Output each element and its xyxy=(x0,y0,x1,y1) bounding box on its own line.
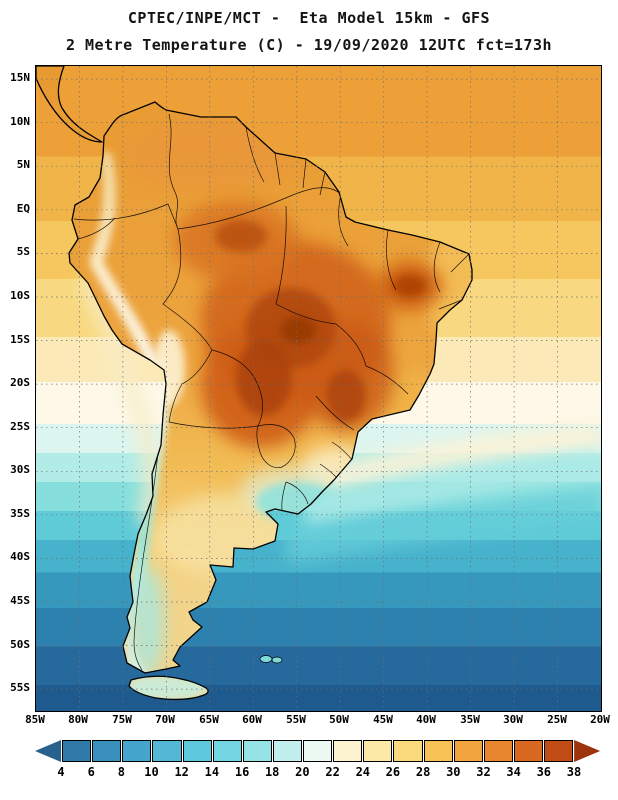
map-canvas xyxy=(36,66,601,711)
colorbar-segment xyxy=(182,740,212,762)
colorbar-segment xyxy=(92,740,122,762)
longitude-axis: 85W 80W 75W 70W 65W 60W 55W 50W 45W 40W … xyxy=(25,713,610,729)
colorbar-segment xyxy=(513,740,543,762)
lon-tick-label: 60W xyxy=(242,713,262,726)
lon-tick-label: 85W xyxy=(25,713,45,726)
lon-tick-label: 80W xyxy=(68,713,88,726)
colorbar-tick-label: 6 xyxy=(87,765,95,779)
colorbar-tick-label: 36 xyxy=(536,765,552,779)
page-subtitle: 2 Metre Temperature (C) - 19/09/2020 12U… xyxy=(65,36,553,54)
lat-tick-label: 45S xyxy=(10,594,30,607)
lat-tick-label: EQ xyxy=(16,202,30,215)
lon-tick-label: 65W xyxy=(199,713,219,726)
lon-tick-label: 55W xyxy=(286,713,306,726)
lat-tick-label: 15N xyxy=(10,71,30,84)
colorbar-segment xyxy=(483,740,513,762)
coastline xyxy=(36,66,473,701)
colorbar-segment xyxy=(242,740,272,762)
colorbar-segment xyxy=(272,740,302,762)
lon-tick-label: 20W xyxy=(590,713,610,726)
colorbar-segment xyxy=(62,740,92,762)
colorbar-segment xyxy=(122,740,152,762)
colorbar-tick-label: 8 xyxy=(117,765,126,779)
lat-tick-label: 20S xyxy=(10,376,30,389)
colorbar-tick-label: 24 xyxy=(355,765,371,779)
colorbar-overflow-arrow xyxy=(574,740,601,762)
colorbar-segment xyxy=(393,740,423,762)
lat-tick-label: 30S xyxy=(10,463,30,476)
colorbar-tick-label: 28 xyxy=(415,765,431,779)
lat-tick-label: 25S xyxy=(10,420,30,433)
colorbar-tick-label: 4 xyxy=(57,765,65,779)
lon-tick-label: 75W xyxy=(112,713,132,726)
latitude-axis: 15N 10N 5N EQ 5S 10S 15S 20S 25S 30S 35S… xyxy=(0,65,33,710)
lat-tick-label: 35S xyxy=(10,507,30,520)
colorbar-segment xyxy=(303,740,333,762)
lon-tick-label: 30W xyxy=(503,713,523,726)
lat-tick-label: 10S xyxy=(10,289,30,302)
lat-tick-label: 40S xyxy=(10,550,30,563)
colorbar-tick-label: 38 xyxy=(566,765,582,779)
colorbar-scale: 4 6 8 10 12 14 16 18 20 22 24 26 28 30 3… xyxy=(35,765,600,783)
colorbar-tick-label: 26 xyxy=(385,765,401,779)
lat-tick-label: 10N xyxy=(10,115,30,128)
colorbar-segment xyxy=(152,740,182,762)
colorbar-tick-label: 32 xyxy=(476,765,491,779)
colorbar-segment xyxy=(363,740,393,762)
lon-tick-label: 50W xyxy=(329,713,349,726)
lat-tick-label: 5N xyxy=(16,158,30,171)
map-frame xyxy=(35,65,602,712)
colorbar-tick-label: 14 xyxy=(204,765,220,779)
lon-tick-label: 25W xyxy=(547,713,567,726)
lon-tick-label: 45W xyxy=(373,713,393,726)
colorbar-tick-label: 12 xyxy=(174,765,189,779)
colorbar-tick-label: 10 xyxy=(144,765,159,779)
colorbar-underflow-arrow xyxy=(35,740,61,762)
lat-tick-label: 5S xyxy=(16,245,30,258)
colorbar-segments xyxy=(35,740,601,762)
colorbar-tick-label: 30 xyxy=(446,765,461,779)
colorbar-tick-label: 18 xyxy=(264,765,280,779)
colorbar-tick-label: 16 xyxy=(234,765,250,779)
colorbar-segment xyxy=(333,740,363,762)
lon-tick-label: 70W xyxy=(155,713,175,726)
colorbar-tick-label: 34 xyxy=(506,765,521,779)
colorbar-segment xyxy=(453,740,483,762)
lat-tick-label: 55S xyxy=(10,681,30,694)
lon-tick-label: 40W xyxy=(416,713,436,726)
lat-tick-label: 15S xyxy=(10,333,30,346)
gridlines xyxy=(36,66,601,711)
colorbar-tick-label: 20 xyxy=(295,765,310,779)
falkland-islands xyxy=(259,655,283,664)
lat-tick-label: 50S xyxy=(10,638,30,651)
country-borders xyxy=(73,113,470,671)
colorbar-tick-label: 22 xyxy=(325,765,340,779)
colorbar-segment xyxy=(544,740,574,762)
colorbar-segment xyxy=(423,740,453,762)
page-title: CPTEC/INPE/MCT - Eta Model 15km - GFS xyxy=(127,9,491,27)
lon-tick-label: 35W xyxy=(460,713,480,726)
colorbar-segment xyxy=(212,740,242,762)
